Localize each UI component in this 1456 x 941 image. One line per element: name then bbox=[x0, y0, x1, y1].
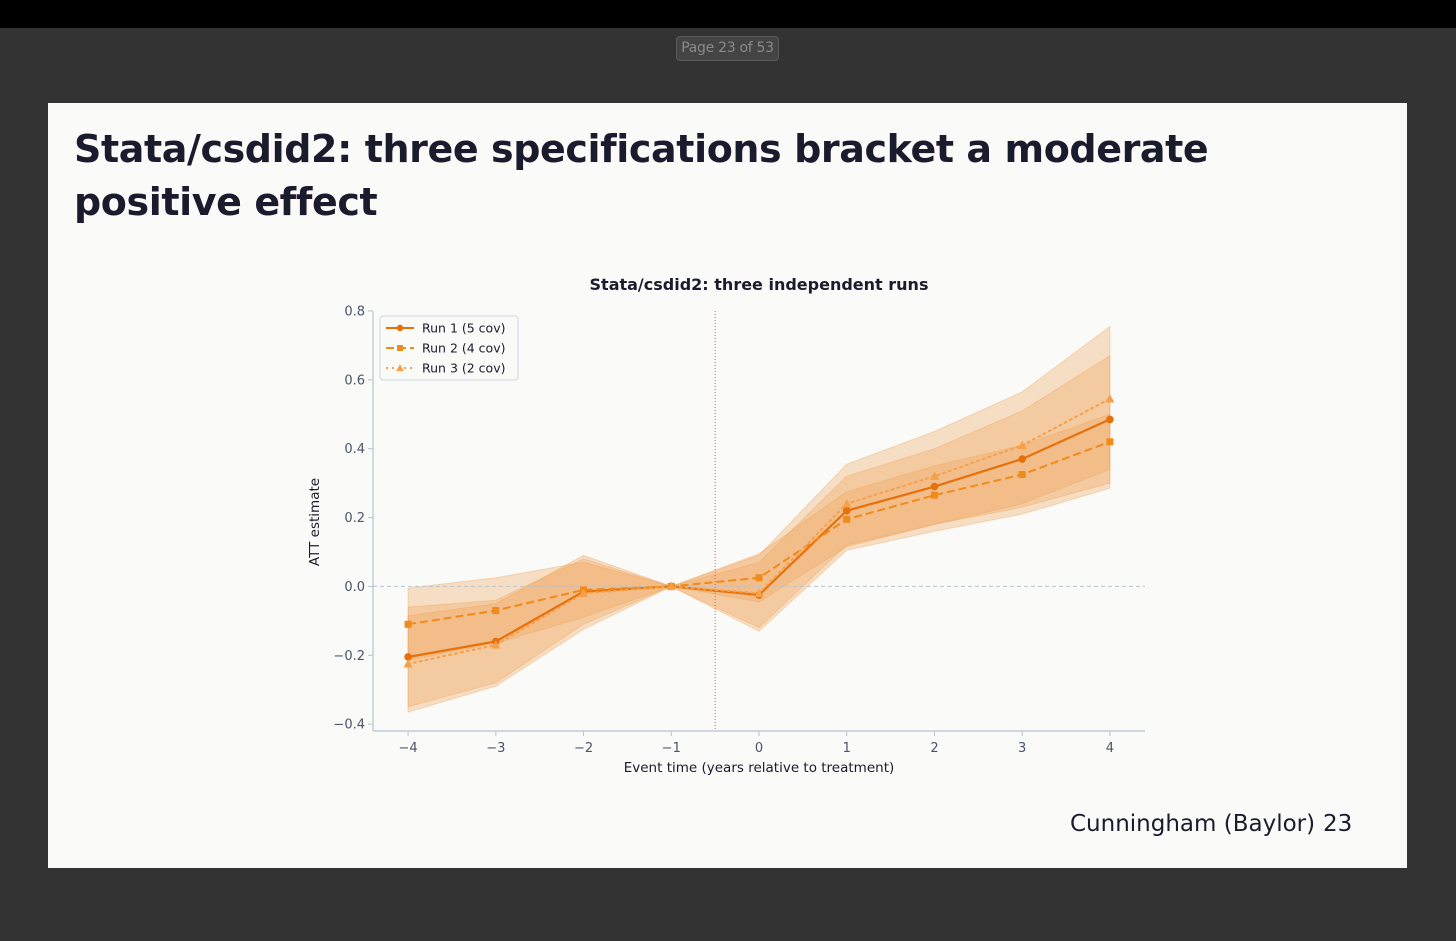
data-point-run-1 bbox=[1018, 455, 1026, 463]
x-tick-label: 0 bbox=[755, 741, 763, 756]
slide-title: Stata/csdid2: three specifications brack… bbox=[74, 127, 1209, 224]
chart-title: Stata/csdid2: three independent runs bbox=[590, 275, 929, 294]
x-tick-label: 1 bbox=[843, 741, 851, 756]
data-point-run-1 bbox=[842, 506, 851, 515]
legend-swatch-marker bbox=[396, 364, 404, 372]
y-tick-label: −0.2 bbox=[333, 649, 365, 664]
x-tick-label: −3 bbox=[486, 741, 505, 756]
y-tick-label: 0.2 bbox=[344, 511, 365, 526]
x-tick-label: 4 bbox=[1106, 741, 1114, 756]
data-point-run-2 bbox=[755, 574, 763, 582]
series-markers bbox=[403, 394, 1115, 668]
data-point-run-1 bbox=[930, 482, 939, 491]
x-tick-label: −2 bbox=[574, 741, 593, 756]
data-point-run-2 bbox=[404, 620, 412, 628]
data-point-run-3 bbox=[754, 588, 764, 597]
data-point-run-1 bbox=[404, 653, 412, 661]
data-point-run-2 bbox=[930, 491, 938, 499]
page-indicator: Page 23 of 53 bbox=[676, 36, 779, 61]
x-axis-label: Event time (years relative to treatment) bbox=[624, 760, 895, 776]
data-point-run-3 bbox=[666, 581, 676, 591]
y-tick-label: 0.0 bbox=[344, 580, 365, 595]
data-point-run-2 bbox=[843, 515, 851, 523]
x-tick-label: −4 bbox=[399, 741, 418, 756]
data-point-run-3 bbox=[491, 640, 501, 649]
legend-swatch-marker bbox=[396, 324, 404, 332]
y-tick-label: 0.4 bbox=[344, 442, 365, 457]
x-tick-label: −1 bbox=[662, 741, 681, 756]
data-point-run-3 bbox=[1017, 440, 1027, 449]
x-tick-label: 3 bbox=[1018, 741, 1026, 756]
ci-band-run-3 bbox=[407, 325, 1111, 713]
data-point-run-2 bbox=[1018, 471, 1026, 479]
data-point-run-3 bbox=[842, 499, 852, 508]
y-tick-label: 0.6 bbox=[344, 373, 365, 388]
footer-author: Cunningham (Baylor) bbox=[1070, 811, 1316, 837]
data-point-run-1 bbox=[1106, 415, 1114, 424]
legend-label: Run 1 (5 cov) bbox=[422, 321, 505, 336]
data-point-run-3 bbox=[1105, 394, 1115, 403]
data-point-run-3 bbox=[578, 588, 589, 597]
y-tick-label: 0.8 bbox=[344, 305, 365, 320]
legend-swatch-marker bbox=[397, 345, 403, 351]
legend-label: Run 3 (2 cov) bbox=[422, 361, 505, 376]
data-point-run-3 bbox=[403, 659, 413, 668]
confidence-bands bbox=[407, 325, 1111, 713]
legend-label: Run 2 (4 cov) bbox=[422, 341, 505, 356]
y-axis-label: ATT estimate bbox=[307, 478, 323, 566]
x-tick-label: 2 bbox=[930, 741, 938, 756]
footer-page-number: 23 bbox=[1323, 811, 1353, 837]
slide: Stata/csdid2: three specifications brack… bbox=[48, 103, 1407, 868]
chart-legend: Run 1 (5 cov) Run 2 (4 cov) Run 3 (2 cov) bbox=[379, 315, 519, 381]
att-event-study-chart: Stata/csdid2: three independent runs −0.… bbox=[307, 275, 1145, 776]
data-point-run-2 bbox=[492, 607, 500, 615]
viewer-top-bar bbox=[0, 0, 1456, 28]
data-point-run-2 bbox=[1106, 438, 1114, 446]
chart-axes: −0.4 −0.2 0.0 0.2 0.4 0.6 0.8 −4 −3 −2 −1 0 1 2 3 4 bbox=[333, 305, 1145, 756]
data-point-run-3 bbox=[929, 471, 940, 480]
y-tick-label: −0.4 bbox=[333, 718, 365, 733]
legend-box bbox=[379, 315, 519, 381]
